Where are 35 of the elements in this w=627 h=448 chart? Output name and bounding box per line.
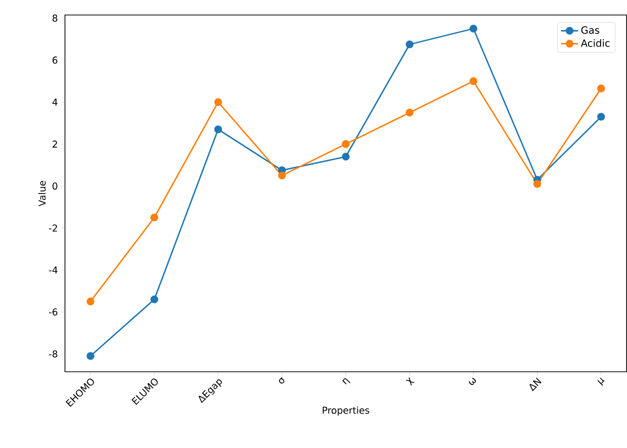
point — [597, 84, 605, 92]
y-tick-label: 6 — [52, 56, 58, 64]
point — [342, 140, 350, 148]
x-tick-label: ω — [468, 378, 476, 386]
x-tick-label: μ — [597, 378, 605, 386]
y-tick-label: -2 — [48, 224, 58, 232]
point — [470, 77, 478, 86]
point — [150, 214, 158, 222]
point — [406, 40, 414, 48]
point — [86, 352, 94, 360]
point — [406, 108, 414, 117]
point — [214, 98, 222, 106]
point — [470, 24, 478, 33]
point — [150, 296, 158, 304]
point — [342, 152, 350, 161]
y-tick-label: -8 — [48, 350, 58, 358]
x-tick-label: χ — [406, 377, 414, 386]
y-tick-label: -6 — [48, 308, 58, 316]
x-tick-label: σ — [278, 377, 284, 384]
x-tick-label: η — [342, 378, 350, 384]
legend-label: Gas — [581, 26, 600, 34]
y-tick-label: 8 — [52, 14, 58, 22]
y-tick-label: -4 — [48, 266, 58, 274]
point — [86, 298, 94, 306]
point — [597, 113, 605, 121]
y-tick-label: 2 — [52, 140, 57, 148]
y-tick-label: 4 — [52, 98, 58, 106]
y-tick-label: 0 — [52, 182, 58, 190]
y-axis-title: Value — [38, 181, 46, 206]
x-tick-label: ΔN — [530, 378, 542, 392]
x-axis-title: Properties — [322, 406, 370, 416]
point — [278, 172, 286, 180]
point — [214, 126, 222, 134]
legend-label: Acidic — [580, 39, 610, 48]
point — [533, 180, 542, 188]
